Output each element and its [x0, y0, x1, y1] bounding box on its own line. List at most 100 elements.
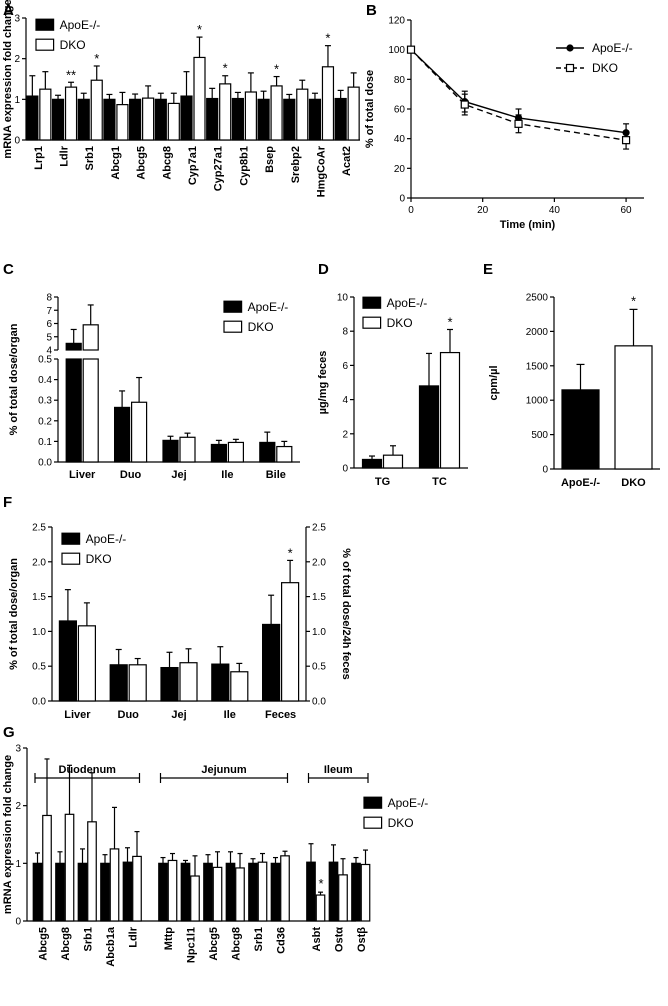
- x-tick-label: Ile: [221, 469, 233, 481]
- y-tick-label: 10: [337, 293, 349, 304]
- bar-apoe: [26, 95, 39, 141]
- x-tick-label: TC: [432, 476, 447, 488]
- y-tick-label-right: 1.5: [312, 592, 326, 603]
- legend-swatch-dko: [362, 316, 382, 329]
- region-label: Jejunum: [201, 764, 246, 776]
- bar-apoe: [257, 98, 270, 141]
- y-tick-label: 0.5: [32, 662, 46, 673]
- y-axis-title: µg/mg feces: [317, 351, 329, 415]
- x-tick-label: Abcg5: [37, 927, 49, 961]
- x-tick-label: ApoE-/-: [561, 477, 600, 489]
- x-tick-label: Liver: [69, 469, 96, 481]
- bar-dko: [132, 855, 142, 922]
- x-tick-label: Srb1: [84, 146, 96, 170]
- x-tick-label: Abcg8: [60, 927, 72, 961]
- legend-label-dko: DKO: [387, 316, 413, 330]
- bar-dko: [179, 436, 196, 463]
- bar-apoe: [32, 862, 43, 922]
- bar-apoe: [103, 98, 116, 141]
- panel-e: E 0 500 1000 1500 2000 2500 cpm/µl ApoE-/- * DKO: [483, 261, 660, 489]
- bar-dko: [315, 894, 326, 922]
- x-tick-label: Feces: [265, 709, 296, 721]
- bar-apoe: [418, 385, 440, 469]
- panel-label-e: E: [483, 261, 493, 278]
- x-tick-label: Acat2: [341, 146, 353, 176]
- legend-label-apoe: ApoE-/-: [387, 296, 428, 310]
- bar-apoe: [113, 406, 131, 463]
- y-tick-label: 0: [342, 464, 348, 475]
- bar-dko: [109, 848, 120, 922]
- region-label: Ileum: [324, 764, 353, 776]
- y-tick-label: 6: [342, 361, 348, 372]
- y-tick-label: 2.0: [32, 557, 46, 568]
- bar-dko: [212, 866, 223, 922]
- x-axis-title: Time (min): [500, 219, 556, 231]
- x-tick-label: 20: [477, 205, 489, 216]
- y-tick-label: 0.0: [32, 697, 46, 708]
- significance-marker: *: [318, 876, 323, 891]
- region-label: Duodenum: [59, 764, 117, 776]
- bar-dko: [167, 102, 180, 141]
- bar-apoe: [231, 97, 244, 141]
- bar-apoe: [225, 862, 236, 922]
- bar-apoe: [109, 664, 128, 702]
- bar-apoe: [283, 98, 296, 141]
- bar-dko: [131, 401, 148, 463]
- y-tick-label: 500: [531, 430, 548, 441]
- y-tick-label-right: 2.0: [312, 557, 326, 568]
- legend-swatch-apoe: [35, 18, 55, 31]
- significance-marker: *: [274, 62, 279, 77]
- x-tick-label: Bile: [266, 469, 286, 481]
- y-tick-label: 1500: [526, 361, 549, 372]
- legend-swatch-dko: [363, 816, 383, 829]
- legend-marker-dko: [565, 63, 575, 73]
- legend-marker-apoe: [566, 44, 574, 52]
- significance-marker: *: [288, 545, 293, 560]
- x-tick-label: Abcb1a: [105, 926, 117, 967]
- significance-marker: **: [66, 67, 76, 82]
- y-tick-label: 3: [15, 744, 21, 755]
- series-line-apoe: [410, 49, 627, 134]
- y-tick-label: 60: [394, 105, 406, 116]
- x-tick-label: Ile: [224, 709, 236, 721]
- bar-apoe: [58, 620, 78, 702]
- x-tick-label: 0: [408, 205, 414, 216]
- bar-apoe: [206, 97, 219, 141]
- x-tick-label: Cd36: [275, 927, 287, 954]
- y-tick-label: 0.0: [38, 458, 52, 469]
- y-tick-label: 20: [394, 164, 406, 175]
- bar-apoe-upper: [65, 342, 82, 351]
- x-tick-label: Npc1l1: [185, 927, 197, 963]
- legend-label-apoe: ApoE-/-: [60, 18, 101, 32]
- x-tick-label: Duo: [120, 469, 142, 481]
- x-tick-label: Abcg8: [230, 927, 242, 961]
- y-tick-label-right: 0.5: [312, 662, 326, 673]
- y-tick-label: 2: [342, 429, 348, 440]
- x-tick-label: Liver: [64, 709, 91, 721]
- panel-label-a: A: [3, 2, 14, 19]
- x-tick-label: Ostα: [333, 927, 345, 952]
- bar-apoe: [328, 861, 339, 922]
- bar-apoe: [122, 861, 133, 922]
- bar-apoe: [158, 862, 168, 922]
- bar-dko: [296, 88, 309, 141]
- legend-swatch-apoe: [61, 532, 81, 545]
- y-tick-label: 2000: [526, 327, 549, 338]
- bar-apoe-lower: [65, 358, 82, 463]
- bar-apoe: [270, 862, 281, 922]
- y-tick-label: 0: [14, 136, 20, 147]
- bar-apoe: [51, 98, 65, 141]
- bar-dko: [87, 821, 97, 922]
- bar-dko: [77, 625, 97, 702]
- y-tick-label: 2: [14, 54, 20, 65]
- legend-swatch-dko: [223, 320, 243, 333]
- x-tick-label: TG: [375, 476, 390, 488]
- bar-dko: [321, 66, 335, 141]
- bar-dko: [116, 104, 129, 141]
- y-tick-label: 6: [46, 319, 52, 330]
- y-tick-label: 7: [46, 306, 52, 317]
- bar-dko: [280, 855, 290, 922]
